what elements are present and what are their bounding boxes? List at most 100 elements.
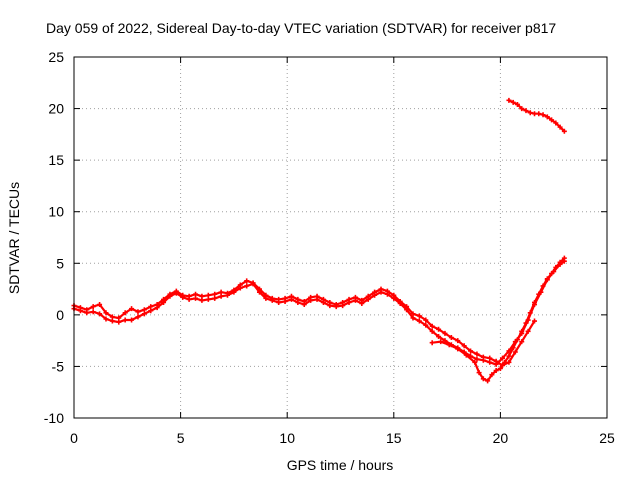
data-point — [180, 292, 186, 298]
data-point — [527, 110, 533, 116]
data-point — [282, 295, 288, 301]
x-tick-label: 0 — [70, 430, 78, 446]
y-tick-label: 0 — [56, 307, 64, 323]
data-point — [154, 302, 160, 308]
data-point — [397, 298, 403, 304]
data-point — [523, 320, 529, 326]
data-point — [167, 291, 173, 297]
data-point — [480, 376, 486, 382]
data-point — [161, 296, 167, 302]
data-point — [455, 338, 461, 344]
data-point — [485, 378, 491, 384]
data-point — [532, 299, 538, 305]
data-point — [288, 293, 294, 299]
data-point — [308, 294, 314, 300]
data-point — [519, 339, 525, 345]
data-point — [561, 128, 567, 134]
data-point — [269, 295, 275, 301]
y-axis-label: SDTVAR / TECUs — [6, 182, 22, 294]
data-point — [103, 310, 109, 316]
data-point — [532, 111, 538, 117]
data-point — [205, 292, 211, 298]
data-point — [480, 354, 486, 360]
data-point — [225, 290, 231, 296]
data-point — [90, 304, 96, 310]
data-point — [502, 359, 508, 365]
data-point — [301, 298, 307, 304]
data-point — [463, 352, 469, 358]
data-point — [212, 291, 218, 297]
data-point — [391, 292, 397, 298]
data-point — [77, 305, 83, 311]
data-point — [448, 335, 454, 341]
data-point — [514, 101, 520, 107]
data-point — [540, 283, 546, 289]
data-point — [276, 296, 282, 302]
data-point — [429, 340, 435, 346]
data-point — [553, 264, 559, 270]
data-point — [476, 370, 482, 376]
data-point — [500, 355, 506, 361]
data-point — [378, 286, 384, 292]
data-point — [90, 309, 96, 315]
data-point — [116, 315, 122, 321]
data-point — [352, 294, 358, 300]
data-point — [493, 358, 499, 364]
data-point — [186, 293, 192, 299]
data-point — [536, 111, 542, 117]
data-point — [472, 359, 478, 365]
data-point — [256, 286, 262, 292]
data-point — [468, 348, 474, 354]
data-point — [527, 310, 533, 316]
data-point — [506, 353, 512, 359]
data-point — [263, 292, 269, 298]
data-point — [295, 296, 301, 302]
data-point — [506, 97, 512, 103]
data-point — [237, 282, 243, 288]
data-point — [474, 356, 480, 362]
data-point — [135, 309, 141, 315]
data-point — [519, 328, 525, 334]
data-point — [384, 288, 390, 294]
data-point — [540, 112, 546, 118]
x-tick-label: 10 — [279, 430, 295, 446]
data-point — [327, 299, 333, 305]
data-point — [474, 351, 480, 357]
data-point — [455, 346, 461, 352]
data-point — [510, 99, 516, 105]
data-point — [544, 114, 550, 120]
data-point — [103, 316, 109, 322]
data-point — [231, 287, 237, 293]
data-point — [512, 349, 518, 355]
data-point — [141, 307, 147, 313]
x-tick-label: 25 — [599, 430, 615, 446]
data-point — [416, 313, 422, 319]
data-point — [429, 328, 435, 334]
data-point — [553, 120, 559, 126]
data-point — [544, 276, 550, 282]
data-point — [314, 293, 320, 299]
data-series — [71, 97, 567, 384]
data-point — [193, 291, 199, 297]
data-point — [372, 289, 378, 295]
data-point — [489, 372, 495, 378]
data-point — [436, 326, 442, 332]
data-point — [525, 328, 531, 334]
data-point — [514, 337, 520, 343]
x-tick-label: 15 — [386, 430, 402, 446]
y-tick-label: 15 — [48, 152, 64, 168]
data-point — [97, 302, 103, 308]
data-point — [561, 255, 567, 261]
data-point — [523, 108, 529, 114]
y-tick-label: 10 — [48, 204, 64, 220]
data-point — [250, 280, 256, 286]
x-axis-label: GPS time / hours — [287, 457, 394, 473]
data-point — [333, 302, 339, 308]
data-point — [122, 317, 128, 323]
chart-title: Day 059 of 2022, Sidereal Day-to-day VTE… — [46, 20, 556, 36]
y-tick-label: 20 — [48, 101, 64, 117]
y-tick-label: 5 — [56, 255, 64, 271]
data-point — [536, 291, 542, 297]
data-point — [442, 330, 448, 336]
series-line-track-1 — [72, 260, 566, 366]
